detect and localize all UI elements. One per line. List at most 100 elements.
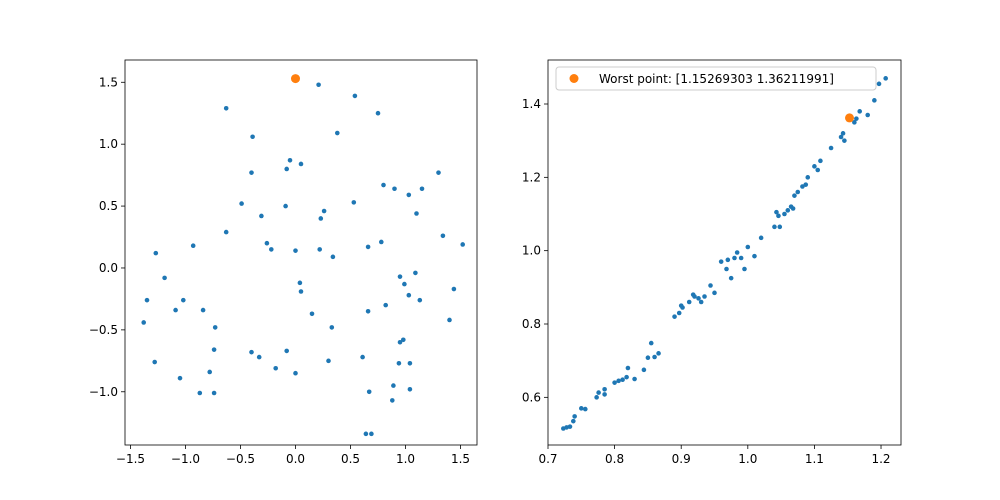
right-data-point: [872, 98, 877, 103]
left-data-point: [256, 354, 262, 360]
left-data-point: [317, 247, 323, 252]
left-data-point: [407, 386, 413, 392]
left-data-point: [369, 431, 374, 437]
right-data-point: [795, 189, 801, 195]
left-data-point: [406, 292, 412, 298]
left-data-point: [200, 307, 206, 313]
left-data-point: [309, 311, 315, 317]
right-axes-frame: [547, 59, 902, 446]
right-data-point: [696, 296, 701, 301]
left-data-point: [326, 358, 331, 364]
left-data-point: [211, 347, 217, 352]
right-data-point: [742, 266, 747, 272]
right-data-point: [803, 182, 809, 187]
left-data-point: [419, 186, 425, 192]
left-data-point: [293, 370, 298, 376]
right-data-point: [842, 138, 847, 143]
left-data-point: [383, 302, 389, 308]
right-data-point: [883, 76, 888, 81]
left-data-point: [212, 325, 218, 330]
left-data-point: [284, 166, 290, 172]
right-data-point: [718, 259, 724, 264]
left-x-tick-label: −0.5: [226, 452, 255, 466]
left-data-point: [330, 254, 336, 260]
right-data-point: [776, 213, 781, 219]
right-data-point: [612, 380, 617, 385]
right-data-point: [774, 209, 779, 215]
right-data-point: [620, 377, 625, 383]
right-y-tick-label: 0.6: [522, 390, 541, 404]
right-data-point: [818, 158, 823, 164]
legend: Worst point: [1.15269303 1.36211991]: [555, 66, 877, 91]
left-data-point: [335, 130, 340, 136]
left-data-point: [460, 242, 466, 247]
right-worst-point: [845, 113, 855, 123]
left-data-point: [259, 213, 264, 219]
left-data-point: [392, 186, 397, 192]
left-x-tick-label: −1.0: [171, 452, 200, 466]
right-data-point: [854, 116, 859, 121]
right-data-point: [632, 376, 637, 382]
right-data-point: [734, 250, 740, 255]
left-data-point: [190, 243, 196, 248]
left-data-point: [316, 82, 321, 88]
left-data-point: [351, 200, 357, 205]
right-data-point: [624, 374, 629, 380]
right-data-point: [792, 193, 797, 198]
left-data-point: [152, 359, 157, 365]
left-worst-point: [291, 74, 300, 84]
right-data-point: [772, 224, 777, 230]
right-data-point: [738, 255, 744, 261]
right-data-point: [686, 299, 692, 305]
left-data-point: [284, 348, 290, 354]
right-data-point: [724, 266, 729, 272]
right-data-point: [782, 211, 787, 217]
left-y-tick-label: 1.5: [99, 75, 118, 89]
right-data-point: [656, 351, 661, 356]
left-data-point: [269, 247, 274, 252]
right-data-point: [652, 354, 657, 360]
right-data-point: [815, 167, 821, 173]
right-data-point: [616, 378, 621, 384]
right-data-point: [594, 395, 599, 400]
left-x-tick-label: 1.0: [396, 452, 415, 466]
right-data-point: [728, 275, 734, 281]
right-data-point: [838, 134, 844, 140]
right-y-tick-label: 0.8: [522, 317, 541, 331]
right-data-point: [712, 290, 717, 296]
left-data-point: [363, 431, 369, 437]
right-data-point: [702, 294, 707, 299]
left-data-point: [397, 339, 403, 345]
left-data-point: [375, 110, 381, 116]
left-data-point: [379, 239, 384, 245]
left-x-tick-label: 0.0: [286, 452, 305, 466]
left-data-point: [318, 216, 324, 221]
left-data-point: [249, 349, 254, 355]
left-data-point: [390, 398, 395, 403]
left-data-point: [381, 182, 386, 188]
left-data-point: [298, 289, 304, 294]
legend-box: [555, 66, 877, 91]
left-y-tick-label: −0.5: [89, 323, 118, 337]
left-data-point: [366, 389, 372, 395]
left-data-point: [153, 250, 159, 256]
right-data-point: [857, 109, 863, 114]
right-data-point: [752, 253, 757, 259]
left-y-tick-label: 1.0: [99, 137, 118, 151]
left-y-tick-label: 0.0: [99, 261, 118, 275]
left-data-point: [360, 354, 365, 360]
right-data-point: [582, 406, 588, 412]
left-data-point: [162, 275, 167, 281]
left-data-point: [352, 93, 358, 99]
legend-marker: [569, 74, 579, 83]
left-data-point: [239, 201, 244, 206]
right-data-point: [698, 299, 704, 305]
left-data-point: [177, 375, 183, 381]
right-data-point: [725, 257, 731, 263]
right-data-point: [777, 224, 783, 230]
right-data-point: [852, 120, 857, 125]
left-x-tick-label: 1.5: [451, 452, 470, 466]
left-axes-frame: [124, 59, 478, 446]
right-data-point: [805, 175, 811, 180]
